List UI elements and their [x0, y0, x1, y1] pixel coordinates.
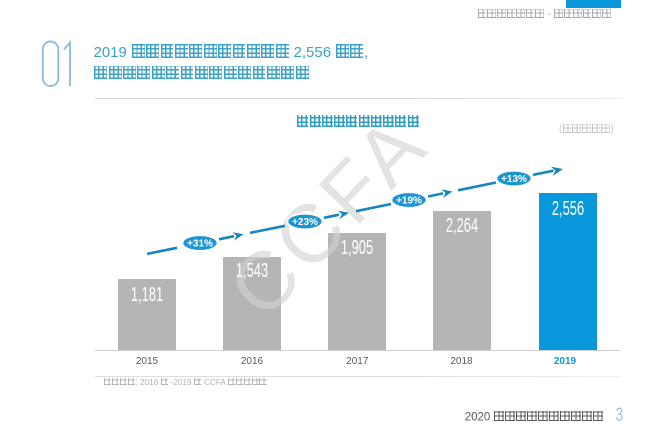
- svg-text:+23%: +23%: [292, 217, 318, 228]
- svg-text:+13%: +13%: [501, 174, 527, 185]
- svg-text:+31%: +31%: [187, 239, 213, 250]
- svg-text:+19%: +19%: [396, 196, 422, 207]
